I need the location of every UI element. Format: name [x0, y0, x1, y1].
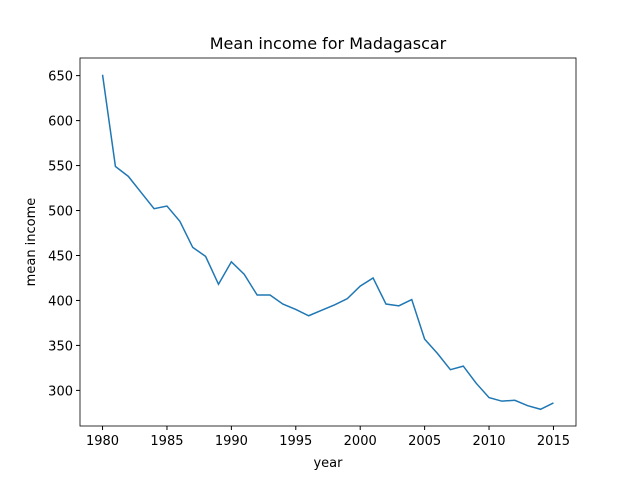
y-tick-label: 350	[48, 339, 73, 354]
plot-frame	[79, 57, 577, 427]
y-tick-label: 400	[48, 294, 73, 309]
x-tick-label: 1990	[215, 434, 248, 449]
data-line	[101, 74, 554, 411]
y-tick-label: 650	[48, 70, 73, 85]
chart-title: Mean income for Madagascar	[210, 34, 447, 53]
x-tick-label: 2005	[408, 434, 441, 449]
y-axis-label: mean income	[24, 198, 39, 287]
y-tick-label: 300	[48, 384, 73, 399]
y-tick-label: 550	[48, 160, 73, 175]
x-tick-label: 1980	[86, 434, 119, 449]
x-tick-label: 2000	[344, 434, 377, 449]
y-tick-label: 600	[48, 115, 73, 130]
x-tick-label: 1995	[279, 434, 312, 449]
y-tick-label: 500	[48, 205, 73, 220]
x-axis-label: year	[313, 456, 343, 471]
x-tick-label: 2015	[537, 434, 570, 449]
x-tick-label: 2010	[472, 434, 505, 449]
y-tick-label: 450	[48, 249, 73, 264]
x-tick-label: 1985	[150, 434, 183, 449]
